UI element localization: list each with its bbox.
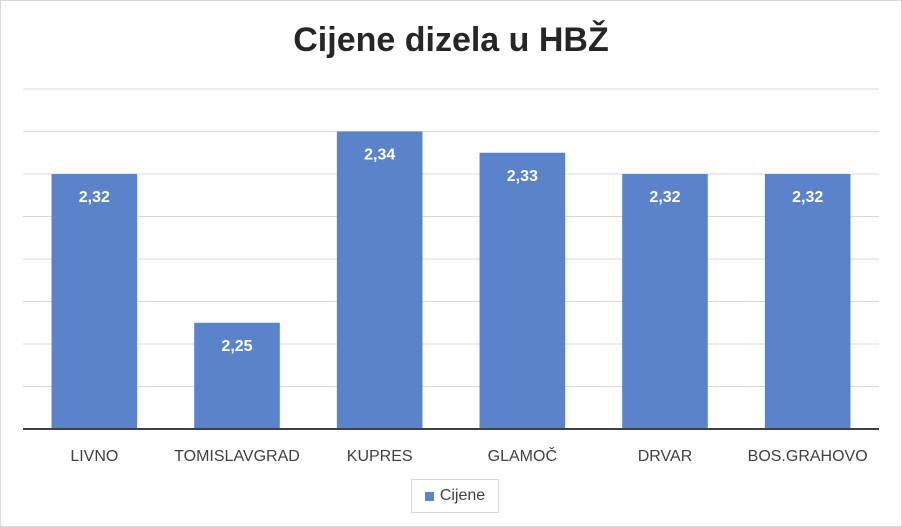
data-label: 2,32	[649, 189, 680, 206]
bar	[622, 174, 708, 429]
bar	[336, 131, 423, 429]
data-label: 2,25	[221, 338, 252, 355]
legend: Cijene	[411, 479, 499, 513]
bar-chart-plot: 2,32 LIVNO 2,25 TOMISLAVGRAD 2,34 KUPRES 2,33 G…	[23, 88, 879, 465]
legend-swatch	[424, 491, 434, 501]
data-label: 2,32	[79, 189, 110, 206]
x-tick-label: DRVAR	[638, 448, 693, 465]
legend-label: Cijene	[439, 487, 486, 504]
bar	[479, 152, 566, 429]
bar	[51, 174, 138, 429]
x-tick-label: BOS.GRAHOVO	[748, 448, 868, 465]
data-label: 2,32	[792, 189, 823, 206]
bar	[764, 174, 851, 429]
bar	[194, 322, 280, 429]
x-tick-label: KUPRES	[347, 448, 413, 465]
x-tick-label: TOMISLAVGRAD	[174, 448, 300, 465]
chart-title: Cijene dizela u HBŽ	[293, 21, 609, 59]
data-label: 2,34	[364, 147, 395, 164]
x-tick-label: GLAMOČ	[488, 446, 557, 465]
x-tick-label: LIVNO	[70, 448, 118, 465]
data-label: 2,33	[507, 168, 538, 185]
